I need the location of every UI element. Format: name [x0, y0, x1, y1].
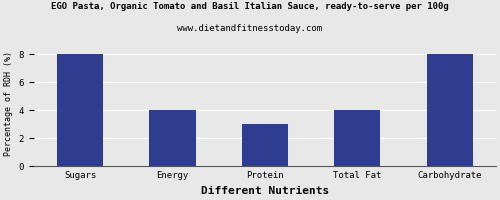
Bar: [150, 110, 196, 166]
Bar: [426, 54, 472, 166]
Text: EGO Pasta, Organic Tomato and Basil Italian Sauce, ready-to-serve per 100g: EGO Pasta, Organic Tomato and Basil Ital…: [51, 2, 449, 11]
Y-axis label: Percentage of RDH (%): Percentage of RDH (%): [4, 51, 13, 156]
Bar: [242, 124, 288, 166]
Bar: [57, 54, 103, 166]
Text: www.dietandfitnesstoday.com: www.dietandfitnesstoday.com: [178, 24, 322, 33]
Bar: [334, 110, 380, 166]
X-axis label: Different Nutrients: Different Nutrients: [200, 186, 329, 196]
